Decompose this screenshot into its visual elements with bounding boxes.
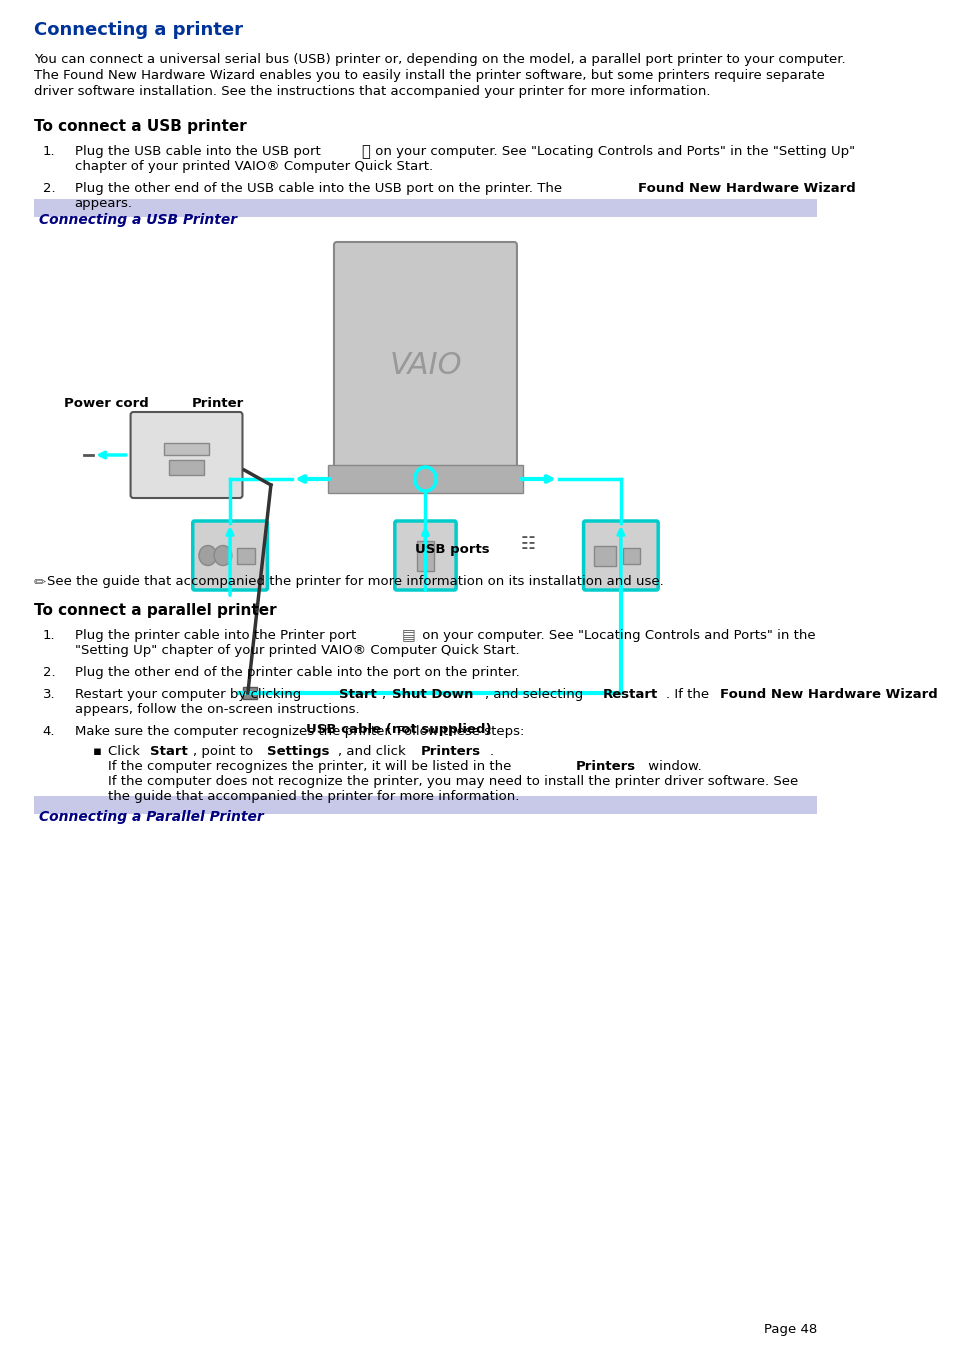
Text: on your computer. See "Locating Controls and Ports" in the "Setting Up": on your computer. See "Locating Controls…: [371, 145, 855, 158]
Text: appears.: appears.: [74, 197, 132, 209]
Text: on your computer. See "Locating Controls and Ports" in the: on your computer. See "Locating Controls…: [417, 630, 815, 642]
Text: See the guide that accompanied the printer for more information on its installat: See the guide that accompanied the print…: [47, 576, 663, 588]
Text: Connecting a USB Printer: Connecting a USB Printer: [39, 213, 237, 227]
Text: ▪: ▪: [92, 744, 101, 758]
Text: To connect a USB printer: To connect a USB printer: [33, 119, 246, 134]
Text: Connecting a Parallel Printer: Connecting a Parallel Printer: [39, 811, 264, 824]
Text: Found New Hardware Wizard: Found New Hardware Wizard: [638, 182, 855, 195]
FancyBboxPatch shape: [131, 412, 242, 499]
Text: ,: ,: [381, 688, 390, 701]
Text: VAIO: VAIO: [389, 350, 461, 380]
Text: Plug the USB cable into the USB port: Plug the USB cable into the USB port: [74, 145, 324, 158]
Text: appears, follow the on-screen instructions.: appears, follow the on-screen instructio…: [74, 703, 359, 716]
Text: Shut Down: Shut Down: [392, 688, 473, 701]
Text: Page 48: Page 48: [763, 1323, 817, 1336]
Bar: [237, 547, 254, 563]
Text: , point to: , point to: [193, 744, 257, 758]
Circle shape: [213, 546, 232, 566]
Text: Make sure the computer recognizes the printer. Follow these steps:: Make sure the computer recognizes the pr…: [74, 725, 523, 738]
Text: . If the: . If the: [665, 688, 712, 701]
Text: 1.: 1.: [43, 630, 55, 642]
Text: 2.: 2.: [43, 182, 55, 195]
Text: Restart: Restart: [601, 688, 657, 701]
Bar: [594, 546, 616, 566]
Text: 4.: 4.: [43, 725, 55, 738]
FancyBboxPatch shape: [583, 521, 658, 590]
Bar: [164, 443, 209, 455]
Text: USB cable (not supplied): USB cable (not supplied): [306, 723, 491, 736]
Text: Plug the other end of the printer cable into the port on the printer.: Plug the other end of the printer cable …: [74, 666, 518, 680]
Text: chapter of your printed VAIO® Computer Quick Start.: chapter of your printed VAIO® Computer Q…: [74, 159, 433, 173]
Text: 1.: 1.: [43, 145, 55, 158]
Bar: [328, 465, 522, 493]
FancyBboxPatch shape: [33, 199, 817, 218]
Bar: [169, 459, 204, 476]
Text: 3.: 3.: [43, 688, 55, 701]
Text: Plug the other end of the USB cable into the USB port on the printer. The: Plug the other end of the USB cable into…: [74, 182, 565, 195]
Text: Click: Click: [109, 744, 144, 758]
Bar: [243, 688, 256, 698]
Text: ✏: ✏: [33, 576, 46, 590]
Text: driver software installation. See the instructions that accompanied your printer: driver software installation. See the in…: [33, 85, 709, 99]
Text: You can connect a universal serial bus (USB) printer or, depending on the model,: You can connect a universal serial bus (…: [33, 53, 844, 66]
FancyBboxPatch shape: [193, 521, 267, 590]
Text: Found New Hardware Wizard: Found New Hardware Wizard: [720, 688, 937, 701]
Text: If the computer recognizes the printer, it will be listed in the: If the computer recognizes the printer, …: [109, 761, 516, 773]
Bar: [622, 547, 639, 563]
Text: Printers: Printers: [575, 761, 635, 773]
Text: the guide that accompanied the printer for more information.: the guide that accompanied the printer f…: [109, 790, 519, 802]
Text: Plug the printer cable into the Printer port: Plug the printer cable into the Printer …: [74, 630, 359, 642]
Text: Restart your computer by clicking: Restart your computer by clicking: [74, 688, 305, 701]
Text: , and selecting: , and selecting: [484, 688, 587, 701]
Bar: [416, 540, 434, 570]
Text: Printers: Printers: [420, 744, 480, 758]
Text: window.: window.: [644, 761, 701, 773]
Text: ␧: ␧: [361, 145, 370, 159]
FancyBboxPatch shape: [334, 242, 517, 467]
Text: Start: Start: [150, 744, 188, 758]
Text: "Setting Up" chapter of your printed VAIO® Computer Quick Start.: "Setting Up" chapter of your printed VAI…: [74, 644, 518, 657]
Text: Power cord: Power cord: [64, 397, 149, 409]
Text: .: .: [489, 744, 494, 758]
Text: If the computer does not recognize the printer, you may need to install the prin: If the computer does not recognize the p…: [109, 775, 798, 788]
Text: Printer: Printer: [192, 397, 243, 409]
FancyBboxPatch shape: [33, 796, 817, 815]
Text: USB ports: USB ports: [415, 543, 489, 557]
Text: Connecting a printer: Connecting a printer: [33, 22, 242, 39]
Text: Settings: Settings: [267, 744, 329, 758]
Text: 2.: 2.: [43, 666, 55, 680]
Circle shape: [199, 546, 216, 566]
Text: The Found New Hardware Wizard enables you to easily install the printer software: The Found New Hardware Wizard enables yo…: [33, 69, 823, 82]
Text: Start: Start: [338, 688, 376, 701]
Text: ☷: ☷: [519, 535, 535, 553]
Text: ▤: ▤: [401, 628, 416, 643]
FancyBboxPatch shape: [395, 521, 456, 590]
Text: , and click: , and click: [338, 744, 410, 758]
Text: To connect a parallel printer: To connect a parallel printer: [33, 603, 276, 617]
